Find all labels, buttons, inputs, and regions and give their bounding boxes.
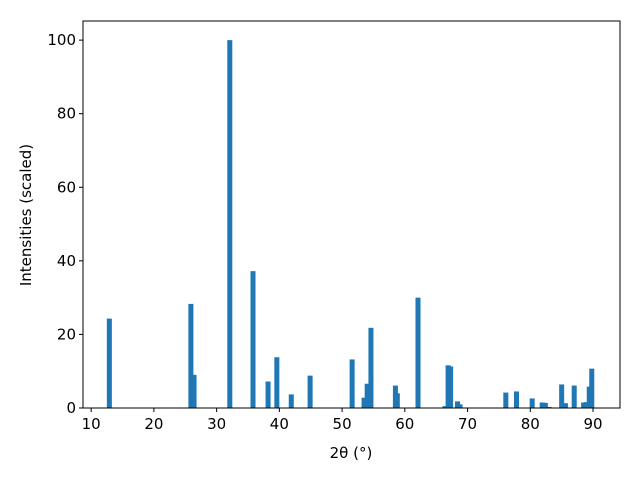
bar (349, 359, 355, 408)
x-tick-label: 20 (144, 415, 163, 433)
x-tick-label: 30 (207, 415, 226, 433)
bar (562, 403, 568, 408)
bar (457, 404, 463, 408)
bar (542, 402, 548, 408)
bar (442, 406, 448, 408)
y-tick-label: 100 (47, 31, 76, 49)
bar (106, 318, 112, 408)
x-tick-label: 90 (583, 415, 602, 433)
bar (581, 402, 587, 408)
bar (394, 393, 400, 408)
bar (546, 406, 552, 408)
bar (415, 297, 421, 408)
bar (589, 368, 595, 408)
x-tick-label: 50 (333, 415, 352, 433)
bar (361, 397, 367, 408)
bar (539, 402, 545, 408)
bar (307, 375, 313, 408)
x-tick-label: 60 (395, 415, 414, 433)
x-tick-label: 80 (521, 415, 540, 433)
y-tick-label: 60 (57, 178, 76, 196)
y-tick-label: 20 (57, 325, 76, 343)
bar (188, 303, 194, 408)
bar (503, 392, 509, 408)
y-tick-label: 0 (66, 399, 76, 417)
y-tick-label: 80 (57, 105, 76, 123)
x-axis-label: 2θ (°) (330, 444, 373, 462)
x-tick-label: 70 (458, 415, 477, 433)
bar (364, 383, 370, 408)
bar (288, 394, 294, 408)
bar (529, 398, 535, 408)
bar (559, 384, 565, 408)
y-tick-label: 40 (57, 252, 76, 270)
bar (191, 374, 197, 408)
bar (513, 391, 519, 408)
bar (571, 385, 577, 408)
bar (227, 40, 233, 409)
bar (448, 366, 454, 408)
y-axis-label: Intensities (scaled) (17, 144, 35, 286)
x-tick-label: 40 (270, 415, 289, 433)
bar (274, 357, 280, 408)
bar (265, 381, 271, 408)
x-tick-label: 10 (82, 415, 101, 433)
bar (368, 327, 374, 408)
plot-frame (82, 20, 621, 409)
bar (250, 271, 256, 408)
